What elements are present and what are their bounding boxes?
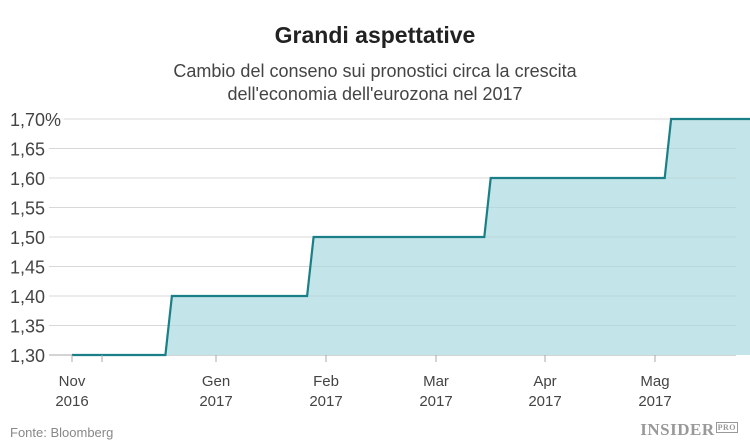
insider-pro-logo: INSIDER PRO [640, 420, 738, 440]
chart-title: Grandi aspettative [274, 22, 476, 48]
y-tick-label: 1,30 [10, 346, 45, 366]
chart-subtitle: Cambio del conseno sui pronostici circa … [0, 60, 750, 106]
x-tick-month: Nov [59, 373, 86, 390]
x-tick-year: 2016 [55, 393, 88, 410]
x-tick-year: 2017 [309, 393, 342, 410]
y-tick-label: 1,55 [10, 199, 45, 219]
y-tick-label: 1,40 [10, 287, 45, 307]
x-tick-year: 2017 [528, 393, 561, 410]
y-tick-label: 1,50 [10, 228, 45, 248]
x-tick-month: Mar [423, 373, 449, 390]
logo-main: INSIDER [640, 420, 715, 439]
x-tick-month: Gen [202, 373, 230, 390]
y-tick-label: 1,45 [10, 258, 45, 278]
x-tick-month: Mag [640, 373, 669, 390]
x-tick-month: Apr [533, 373, 556, 390]
subtitle-line-2: dell'economia dell'eurozona nel 2017 [227, 84, 523, 104]
y-tick-label: 1,70% [10, 110, 61, 130]
x-tick-year: 2017 [638, 393, 671, 410]
subtitle-line-1: Cambio del conseno sui pronostici circa … [173, 61, 577, 81]
x-tick-year: 2017 [199, 393, 232, 410]
y-tick-label: 1,65 [10, 140, 45, 160]
y-tick-label: 1,35 [10, 317, 45, 337]
x-tick-month: Feb [313, 373, 339, 390]
y-tick-label: 1,60 [10, 169, 45, 189]
x-tick-year: 2017 [419, 393, 452, 410]
step-line [72, 117, 750, 357]
logo-sub: PRO [715, 422, 738, 433]
source-note: Fonte: Bloomberg [10, 425, 114, 440]
